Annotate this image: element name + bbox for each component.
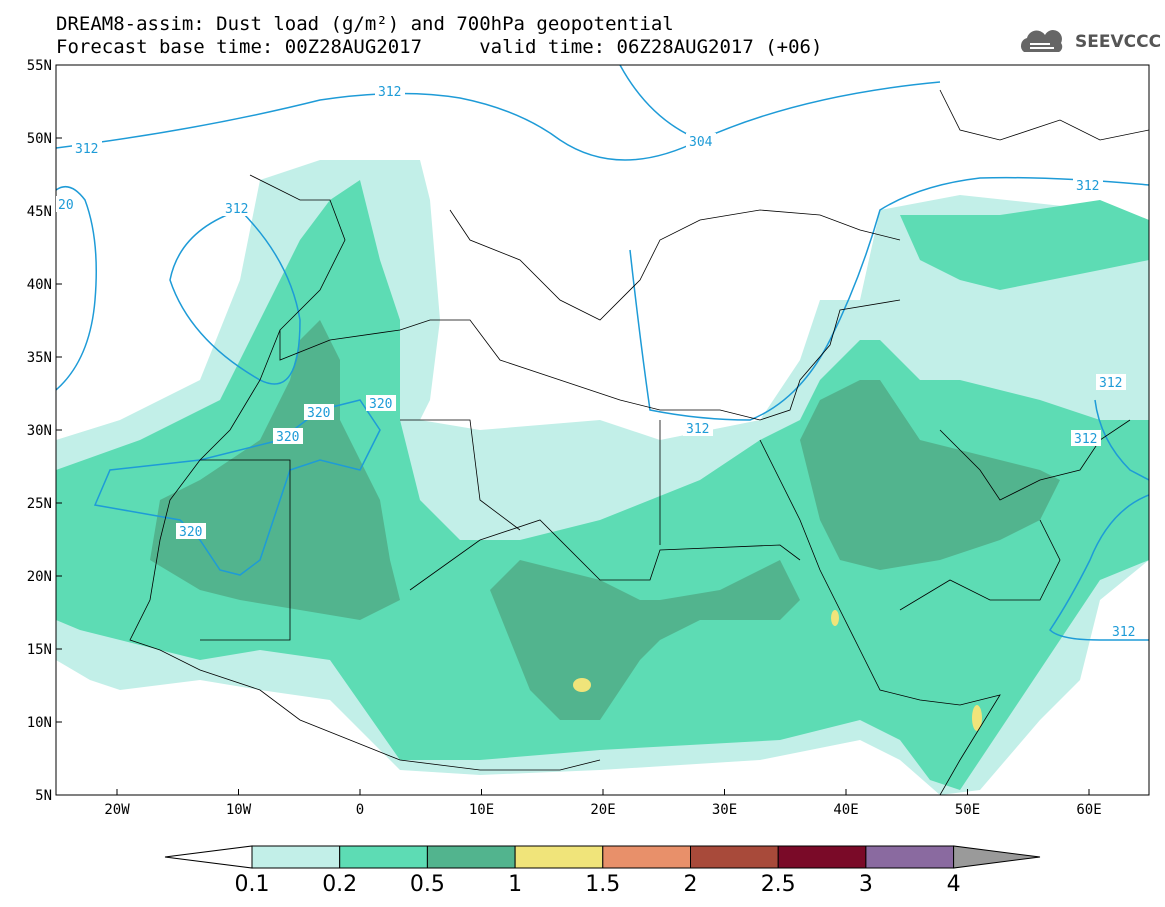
- contour-label: 312: [686, 422, 709, 437]
- colorbar-tick-label: 4: [946, 872, 961, 897]
- colorbar-max-arrow: [953, 845, 1041, 869]
- map-subtitle: Forecast base time: 00Z28AUG2017 valid t…: [56, 36, 823, 58]
- dust-layer-1: [573, 610, 982, 731]
- longitude-label: 60E: [1076, 802, 1101, 818]
- colorbar-tick-label: 2.5: [760, 872, 796, 897]
- contour-label-group: 312 312 312 304 312 20 312 320 320 320 3…: [58, 85, 1136, 640]
- contour-label: 320: [307, 406, 330, 421]
- contour-label: 320: [276, 430, 299, 445]
- latitude-label: 30N: [27, 423, 52, 439]
- map-title: DREAM8-assim: Dust load (g/m²) and 700hP…: [56, 13, 674, 35]
- contour-label: 312: [75, 142, 98, 157]
- latitude-label: 55N: [27, 58, 52, 74]
- longitude-label: 40E: [833, 802, 858, 818]
- latitude-label: 25N: [27, 496, 52, 512]
- colorbar: [164, 845, 1041, 869]
- colorbar-tick-label: 2: [683, 872, 698, 897]
- geopotential-contours: [56, 65, 1149, 641]
- latitude-label: 15N: [27, 642, 52, 658]
- colorbar-tick-label: 0.5: [409, 872, 445, 897]
- contour-label: 304: [689, 135, 713, 150]
- coastlines: [129, 89, 1149, 795]
- colorbar-tick-label: 0.2: [322, 872, 358, 897]
- colorbar-swatch: [865, 845, 955, 869]
- longitude-label: 30E: [712, 802, 737, 818]
- latitude-axis: 55N 50N 45N 40N 35N 30N 25N 20N 15N 10N 5N: [27, 58, 62, 804]
- colorbar-swatch: [777, 845, 867, 869]
- dust-layer-0-5: [150, 320, 1060, 720]
- logo-text: SEEVCCC: [1075, 32, 1162, 52]
- colorbar-swatch: [690, 845, 779, 869]
- colorbar-swatch: [514, 845, 604, 869]
- longitude-label: 10W: [226, 802, 252, 818]
- contour-label: 20: [58, 198, 74, 213]
- colorbar-tick-label: 1.5: [585, 872, 621, 897]
- colorbar-tick-label: 1: [508, 872, 523, 897]
- latitude-label: 10N: [27, 715, 52, 731]
- longitude-label: 20W: [104, 802, 130, 818]
- longitude-label: 10E: [469, 802, 494, 818]
- longitude-label: 20E: [590, 802, 615, 818]
- contour-label: 312: [1074, 432, 1097, 447]
- colorbar-swatch: [602, 845, 691, 869]
- contour-label: 312: [378, 85, 401, 100]
- contour-label: 312: [1076, 179, 1099, 194]
- dust-layer-0-2: [56, 180, 1149, 790]
- longitude-label: 50E: [955, 802, 980, 818]
- latitude-label: 40N: [27, 277, 52, 293]
- contour-label: 312: [225, 202, 248, 217]
- colorbar-swatch: [426, 845, 516, 869]
- contour-label: 320: [369, 397, 392, 412]
- contour-label: 320: [179, 525, 202, 540]
- latitude-label: 5N: [35, 788, 52, 804]
- contour-label: 312: [1112, 625, 1135, 640]
- longitude-label: 0: [356, 802, 364, 818]
- latitude-label: 20N: [27, 569, 52, 585]
- colorbar-swatch: [251, 845, 341, 869]
- longitude-axis: 20W 10W 0 10E 20E 30E 40E 50E 60E: [104, 789, 1102, 818]
- latitude-label: 35N: [27, 350, 52, 366]
- cloud-logo-icon: [1020, 30, 1063, 52]
- colorbar-swatch: [339, 845, 428, 869]
- latitude-label: 45N: [27, 204, 52, 220]
- colorbar-tick-label: 3: [858, 872, 873, 897]
- colorbar-tick-label: 0.1: [234, 872, 270, 897]
- latitude-label: 50N: [27, 131, 52, 147]
- colorbar-min-arrow: [164, 845, 253, 869]
- contour-label: 312: [1099, 376, 1122, 391]
